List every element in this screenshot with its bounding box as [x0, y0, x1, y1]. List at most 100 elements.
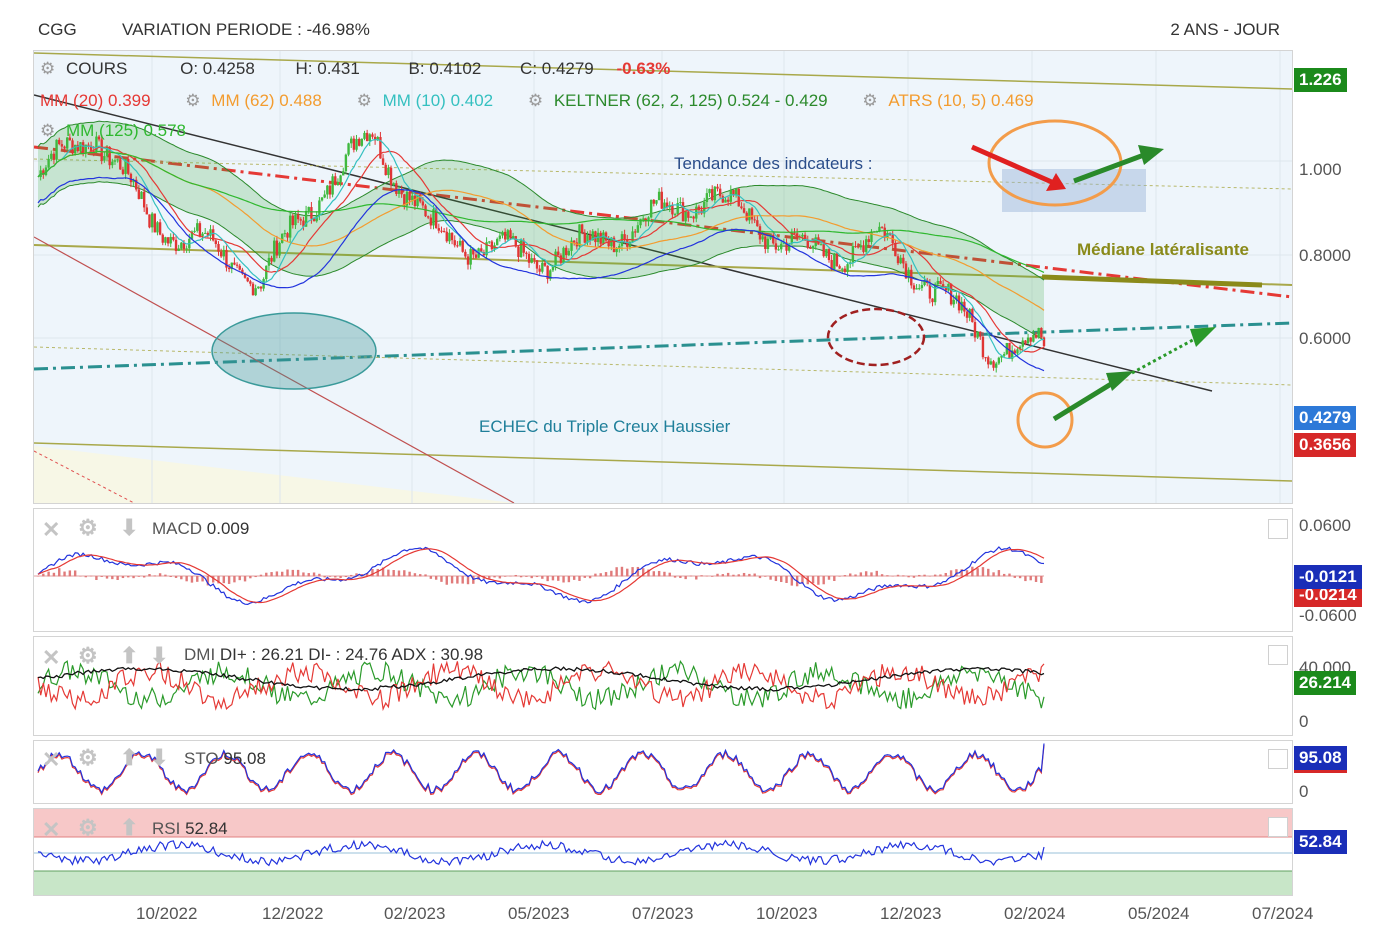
dmi-tag: 26.214	[1294, 671, 1356, 695]
candle-body	[753, 219, 756, 221]
candle-body	[371, 134, 374, 137]
candle-body	[121, 169, 125, 174]
candle-body	[718, 188, 722, 197]
sto-label: STO 95.08	[184, 749, 266, 768]
candle-body	[464, 251, 467, 257]
candle-body	[1032, 334, 1035, 342]
histogram-bar	[652, 571, 656, 577]
candle-body	[955, 295, 958, 300]
candle-body	[174, 239, 178, 251]
arrow-down-icon[interactable]: ⬇	[150, 745, 169, 770]
histogram-bar	[583, 576, 586, 578]
candle-body	[806, 240, 809, 248]
candle-body	[822, 244, 825, 257]
histogram-bar	[318, 573, 321, 577]
histogram-bar	[270, 572, 273, 577]
histogram-bar	[169, 576, 172, 578]
arrow-down-icon[interactable]: ⬇	[150, 643, 169, 668]
annotation-tendance: Tendance des indcateurs :	[674, 154, 873, 173]
histogram-bar	[291, 569, 295, 577]
candle-body	[825, 249, 828, 257]
price-pane[interactable]: ⚙ COURS O: 0.4258 H: 0.431 B: 0.4102 C: …	[33, 50, 1293, 504]
keltner-label: KELTNER (62, 2, 125) 0.524 - 0.429	[553, 91, 828, 110]
candle-body	[453, 240, 456, 246]
rsi-pane[interactable]: ✕ ⚙ ⬆ RSI 52.84	[33, 808, 1293, 896]
gear-icon[interactable]: ⚙	[356, 91, 372, 110]
histogram-bar	[365, 572, 369, 577]
arrow-up-icon[interactable]: ⬆	[120, 643, 139, 668]
macd-pane[interactable]: ✕ ⚙ ⬇ MACD 0.009	[33, 508, 1293, 632]
candle-body	[442, 230, 446, 232]
pane-checkbox[interactable]	[1268, 645, 1288, 665]
gear-icon[interactable]: ⚙	[862, 91, 878, 110]
candle-body	[461, 240, 464, 252]
triple-bottom-ellipse	[211, 312, 377, 390]
gear-icon[interactable]: ⚙	[527, 91, 544, 110]
dmi-pane[interactable]: ✕ ⚙ ⬆ ⬇ DMI DI+ : 26.21 DI- : 24.76 ADX …	[33, 636, 1293, 736]
candle-body	[567, 250, 571, 256]
x-axis-label: 12/2023	[880, 904, 942, 923]
gear-icon[interactable]: ⚙	[78, 515, 98, 540]
arrow-up-icon[interactable]: ⬆	[120, 745, 139, 770]
pane-checkbox[interactable]	[1268, 749, 1288, 769]
candle-body	[411, 195, 414, 201]
histogram-bar	[323, 576, 326, 578]
candle-body	[655, 200, 658, 204]
candle-body	[350, 138, 353, 144]
histogram-bar	[785, 576, 788, 583]
candle-body	[726, 199, 730, 202]
histogram-bar	[137, 576, 141, 577]
pane-checkbox[interactable]	[1268, 817, 1288, 837]
indicator-box	[1002, 169, 1146, 212]
candle-body	[716, 186, 719, 189]
histogram-bar	[599, 573, 602, 577]
close-icon[interactable]: ✕	[42, 747, 61, 772]
gear-icon[interactable]: ⚙	[40, 59, 56, 78]
close-icon[interactable]: ✕	[42, 817, 61, 842]
sto-chart	[37, 743, 1045, 796]
histogram-bar	[721, 574, 725, 577]
green-up-arrow-head	[1106, 371, 1134, 391]
candle-body	[182, 242, 186, 250]
gear-icon[interactable]: ⚙	[78, 643, 98, 668]
candle-body	[649, 199, 653, 218]
candle-body	[732, 190, 735, 195]
histogram-bar	[376, 568, 379, 577]
candle-body	[923, 280, 926, 286]
arrow-down-icon[interactable]: ⬇	[120, 515, 139, 540]
arrow-up-icon[interactable]: ⬆	[120, 815, 139, 840]
candle-body	[312, 218, 316, 222]
pane-checkbox[interactable]	[1268, 519, 1288, 539]
legend-low: B: 0.4102	[408, 59, 482, 78]
candle-body	[166, 237, 170, 244]
histogram-bar	[711, 576, 714, 577]
candle-body	[708, 189, 711, 194]
candle-body	[281, 233, 284, 243]
close-icon[interactable]: ✕	[42, 517, 61, 542]
close-icon[interactable]: ✕	[42, 645, 61, 670]
histogram-bar	[960, 569, 963, 577]
histogram-bar	[811, 576, 815, 584]
histogram-bar	[572, 576, 576, 580]
candle-body	[119, 159, 122, 170]
histogram-bar	[196, 576, 199, 582]
candle-body	[352, 138, 356, 150]
histogram-bar	[641, 568, 645, 577]
candle-body	[148, 214, 151, 228]
histogram-bar	[121, 576, 125, 579]
candle-body	[227, 267, 231, 270]
red-arrow-head	[1046, 173, 1066, 191]
gear-icon[interactable]: ⚙	[78, 745, 98, 770]
gear-icon[interactable]: ⚙	[40, 121, 56, 140]
histogram-bar	[397, 570, 401, 577]
sto-pane[interactable]: ✕ ⚙ ⬆ ⬇ STO 95.08	[33, 740, 1293, 804]
histogram-bar	[413, 573, 417, 577]
candle-body	[177, 248, 180, 251]
macd-axis-label: 0.0600	[1299, 516, 1351, 535]
gear-icon[interactable]: ⚙	[78, 815, 98, 840]
candle-body	[397, 189, 401, 194]
histogram-bar	[907, 576, 910, 578]
candle-body	[527, 253, 531, 263]
gear-icon[interactable]: ⚙	[185, 91, 201, 110]
period-selector[interactable]: 2 ANS - JOUR	[1170, 20, 1280, 39]
